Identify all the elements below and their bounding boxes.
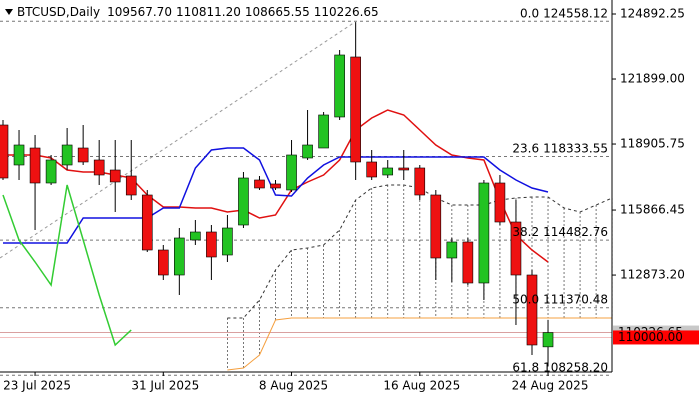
candle-body xyxy=(526,274,538,346)
fib-level: 0.0 xyxy=(520,6,539,20)
symbol: BTCUSD,Daily xyxy=(17,5,100,19)
fib-label: 61.8 108258.20 xyxy=(512,360,608,374)
candle-body xyxy=(45,159,57,184)
y-tick-label: 112873.20 xyxy=(620,268,685,282)
header-high: 110811.20 xyxy=(176,5,241,19)
candle-body xyxy=(29,147,41,184)
candle-body xyxy=(478,182,490,284)
candle-body xyxy=(446,241,458,259)
candle-body xyxy=(286,154,297,191)
candle-body xyxy=(174,237,185,276)
header: BTCUSD,Daily 109567.70 110811.20 108665.55 1… xyxy=(17,5,379,19)
candle-body xyxy=(318,114,329,149)
candle-body xyxy=(93,159,105,176)
candle-body xyxy=(158,249,169,276)
x-tick-label: 23 Jul 2025 xyxy=(3,379,71,393)
x-tick-label: 16 Aug 2025 xyxy=(383,379,460,393)
candle-body xyxy=(190,231,201,241)
fib-level: 50.0 xyxy=(512,292,539,306)
candle-body xyxy=(366,161,377,178)
candle-body xyxy=(0,124,9,179)
indicator-line xyxy=(3,109,549,263)
x-tick-label: 31 Jul 2025 xyxy=(131,379,199,393)
candle-body xyxy=(125,175,137,196)
fib-price: 118333.55 xyxy=(543,141,608,155)
candle-body xyxy=(510,221,522,276)
candle-body xyxy=(61,144,73,166)
candle-body xyxy=(382,167,394,176)
candle-body xyxy=(334,54,345,118)
candle-body xyxy=(414,167,426,196)
fib-label: 0.0 124558.12 xyxy=(520,6,608,20)
candle-body xyxy=(350,56,361,163)
fib-level: 61.8 xyxy=(512,360,539,374)
x-tick-label: 8 Aug 2025 xyxy=(259,379,328,393)
fib-price: 114482.76 xyxy=(543,225,608,239)
indicator-line xyxy=(227,317,613,371)
indicator-line xyxy=(2,184,132,347)
fib-price: 108258.20 xyxy=(543,360,608,374)
fib-level: 23.6 xyxy=(512,141,539,155)
candle-body xyxy=(222,227,233,256)
y-tick-label: 118905.75 xyxy=(620,137,685,151)
candle-body xyxy=(302,144,313,159)
fib-label: 23.6 118333.55 xyxy=(512,141,608,155)
fib-level: 38.2 xyxy=(512,225,539,239)
header-low: 108665.55 xyxy=(245,5,310,19)
candle-body xyxy=(254,179,265,189)
candle-body xyxy=(238,177,249,226)
plot: 0.0 124558.12 23.6 118333.55 38.2 114482.76 50… xyxy=(0,6,613,376)
fib-price: 111370.48 xyxy=(543,292,608,306)
price-marker-label: 110000.00 xyxy=(618,330,683,344)
y-tick-label: 121899.00 xyxy=(620,72,685,86)
candle-body xyxy=(13,144,25,166)
candle-body xyxy=(430,194,442,259)
candle-body xyxy=(270,183,281,189)
header-arrow xyxy=(5,9,13,15)
fib-trend-line xyxy=(0,21,356,259)
candle-body xyxy=(109,169,121,183)
candle-body xyxy=(206,231,217,258)
candle-body xyxy=(462,241,474,284)
header-open: 109567.70 xyxy=(107,5,172,19)
fib-price: 124558.12 xyxy=(543,6,608,20)
header-close: 110226.65 xyxy=(314,5,379,19)
y-tick-label: 124892.25 xyxy=(620,7,685,21)
y-tick-label: 115866.45 xyxy=(620,203,685,217)
indicator-line xyxy=(3,147,549,244)
indicator-line xyxy=(227,184,613,319)
candle-body xyxy=(398,167,410,171)
price-marker xyxy=(613,330,699,345)
candle-body xyxy=(141,194,153,251)
fib-label: 50.0 111370.48 xyxy=(512,292,608,306)
candle-body xyxy=(542,332,554,348)
x-tick-label: 24 Aug 2025 xyxy=(512,379,589,393)
fib-label: 38.2 114482.76 xyxy=(512,225,608,239)
candle-body xyxy=(494,182,506,223)
candle-body xyxy=(77,147,89,163)
